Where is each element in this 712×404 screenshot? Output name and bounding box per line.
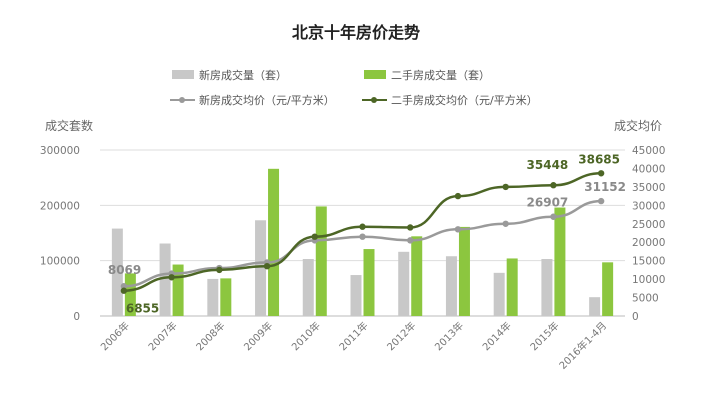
label-new-price-2015: 26907 [527,196,569,210]
bar-new-volume [589,297,601,316]
x-tick-label: 2009年 [241,319,275,353]
y-right-tick-label: 25000 [632,219,665,231]
y-right-tick-label: 40000 [632,163,665,175]
x-axis-ticks: 2006年 2007年 2008年 2009年 2010年 2011年 2012年 2013年… [98,319,610,372]
bar-new-volume [350,275,362,316]
bar-second-volume [506,258,518,316]
bar-second-volume [363,249,375,316]
bar-new-volume [541,259,553,316]
x-tick-label: 2011年 [336,319,370,353]
legend-marker-new-price [179,97,185,103]
point-second-price [168,274,175,281]
label-new-price-first: 8069 [108,263,141,277]
bar-second-volume [411,236,423,316]
x-tick-label: 2010年 [289,319,323,353]
y-right-tick-label: 30000 [632,200,665,212]
y-left-tick-label: 200000 [40,200,80,212]
y-axis-right-ticks: 0 5000 10000 15000 20000 25000 30000 35000 40000… [632,145,665,323]
y-right-tick-label: 5000 [632,293,659,305]
bar-new-volume [493,272,505,316]
data-labels: 8069 6855 26907 35448 31152 38685 [108,152,626,315]
point-second-price [407,224,414,231]
bar-second-volume [554,207,566,316]
price-lines [120,170,605,294]
x-tick-label: 2007年 [145,319,179,353]
label-new-price-last: 31152 [584,180,626,194]
point-new-price [454,226,462,233]
bar-new-volume [445,256,457,316]
label-second-price-first: 6855 [126,302,159,316]
chart-title: 北京十年房价走势 [292,23,420,42]
y-axis-left-ticks: 0 100000 200000 300000 [40,145,80,323]
y-left-tick-label: 300000 [40,145,80,157]
y-right-tick-label: 10000 [632,274,665,286]
point-second-price [263,263,271,270]
x-tick-label: 2013年 [432,319,466,353]
point-second-price [311,233,318,240]
bar-new-volume [255,220,267,316]
point-second-price [454,192,462,200]
legend: 新房成交量（套） 二手房成交量（套） 新房成交均价（元/平方米） 二手房成交均价… [170,68,538,107]
y-right-tick-label: 45000 [632,145,665,157]
bar-second-volume [172,264,184,316]
y-axis-right-label: 成交均价 [614,118,662,133]
x-tick-label: 2015年 [527,319,561,353]
bar-new-volume [398,251,410,316]
point-second-price [120,287,128,294]
point-new-price [407,237,414,244]
y-right-tick-label: 35000 [632,182,665,194]
gridlines [100,149,625,317]
bar-second-volume [315,206,327,316]
legend-label-new-price: 新房成交均价（元/平方米） [199,93,335,107]
bar-second-volume [602,262,614,316]
bar-new-volume [159,243,171,316]
y-left-tick-label: 100000 [40,256,80,268]
point-new-price [120,283,128,290]
bar-second-volume [220,278,232,316]
point-second-price [359,223,366,230]
x-tick-label: 2014年 [480,319,514,353]
legend-label-new-volume: 新房成交量（套） [199,68,287,82]
point-second-price [502,183,509,191]
bar-second-volume [268,168,280,316]
point-second-price [597,170,605,177]
x-tick-label: 2012年 [384,319,418,353]
point-new-price [502,220,509,227]
x-tick-label: 2006年 [98,319,132,353]
bar-second-volume [458,226,470,316]
bar-new-volume [111,228,123,316]
label-second-price-last: 38685 [578,152,620,166]
x-tick-label: 2008年 [193,319,227,353]
y-left-tick-label: 0 [73,311,80,323]
legend-label-second-price: 二手房成交均价（元/平方米） [391,93,538,107]
point-second-price [550,182,557,189]
y-right-tick-label: 20000 [632,237,665,249]
point-second-price [216,266,223,274]
bar-second-volume [124,273,136,316]
point-new-price [550,213,557,220]
bar-new-volume [207,278,219,316]
legend-swatch-new-volume [172,70,194,79]
y-right-tick-label: 0 [632,311,639,323]
bar-new-volume [302,259,314,316]
label-second-price-2015: 35448 [527,158,569,172]
legend-swatch-second-volume [364,70,386,79]
line-second-price [123,172,602,292]
legend-label-second-volume: 二手房成交量（套） [391,68,490,82]
y-axis-left-label: 成交套数 [45,118,93,133]
point-new-price [359,233,366,240]
point-new-price [597,197,605,205]
bars [111,168,614,316]
x-tick-label: 2016年1-4月 [556,319,609,372]
legend-marker-second-price [371,97,377,103]
y-right-tick-label: 15000 [632,256,665,268]
